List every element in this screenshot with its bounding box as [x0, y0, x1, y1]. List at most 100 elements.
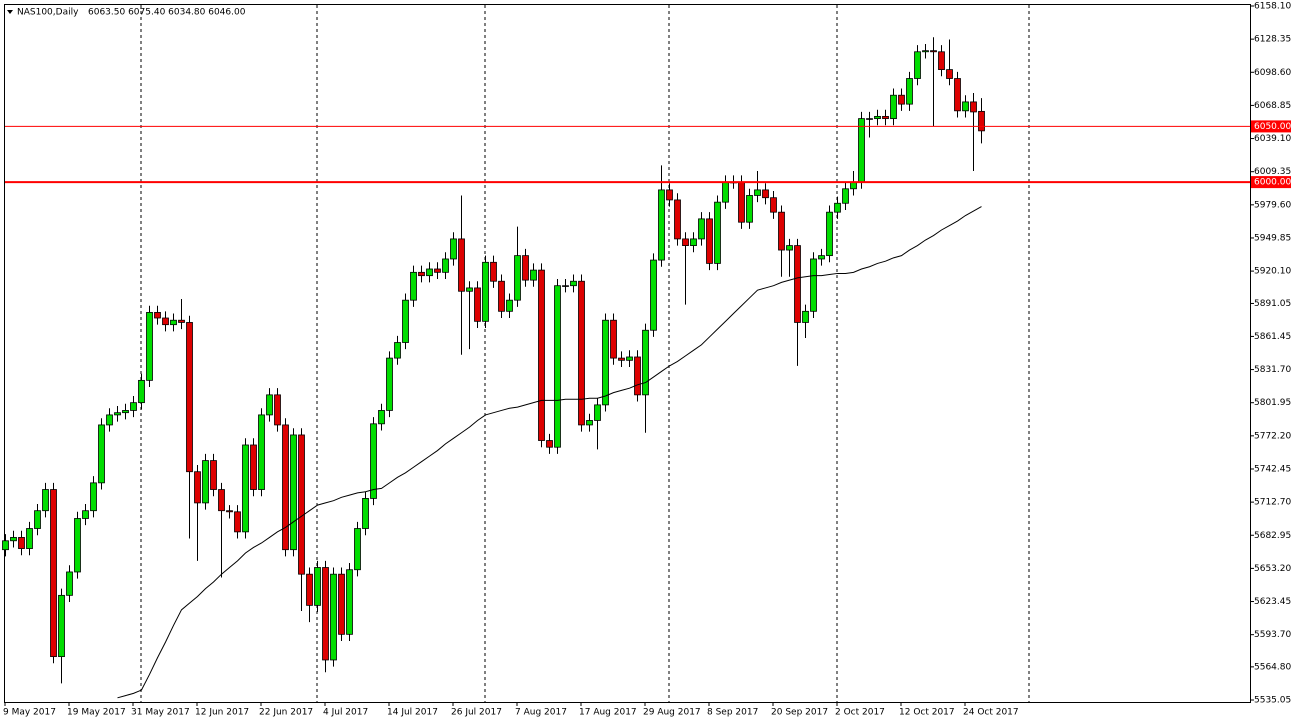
x-tick-label: 19 May 2017 [67, 708, 126, 718]
y-tick-label: 5861.45 [1254, 332, 1291, 342]
candle-body [914, 51, 921, 79]
candle-body [698, 218, 705, 240]
x-tick-label: 12 Jun 2017 [195, 708, 249, 718]
candle-body [218, 489, 225, 512]
candle-body [322, 567, 329, 661]
x-tick-label: 29 Aug 2017 [643, 708, 701, 718]
y-tick-label: 5831.70 [1254, 365, 1291, 375]
candle-body [178, 319, 185, 323]
candle-body [754, 189, 761, 196]
chart-title: NAS100,Daily [17, 8, 79, 18]
candle-body [938, 51, 945, 71]
candle-body [90, 482, 97, 512]
y-tick-label: 5979.60 [1254, 200, 1291, 210]
candle-body [26, 528, 33, 549]
candle-body [586, 420, 593, 426]
candle-body [738, 181, 745, 223]
x-tick-label: 4 Jul 2017 [323, 708, 368, 718]
candle-body [282, 424, 289, 551]
candle-body [594, 404, 601, 421]
y-tick-label: 5653.20 [1254, 564, 1291, 574]
candle-body [346, 569, 353, 635]
candle-body [266, 394, 273, 416]
candle-body [378, 410, 385, 425]
candle-body [714, 201, 721, 264]
candle-body [314, 567, 321, 606]
y-tick-label: 5772.20 [1254, 431, 1291, 441]
candle-body [810, 258, 817, 312]
x-tick-label: 7 Aug 2017 [515, 708, 567, 718]
x-tick-label: 24 Oct 2017 [963, 708, 1019, 718]
y-tick-label: 6158.10 [1254, 2, 1291, 12]
candle-body [130, 402, 137, 411]
y-tick-label: 5623.45 [1254, 597, 1291, 607]
y-tick-label: 6098.60 [1254, 68, 1291, 78]
y-tick-label: 5920.10 [1254, 267, 1291, 277]
x-tick-label: 22 Jun 2017 [259, 708, 313, 718]
candle-body [962, 101, 969, 112]
candle-body [410, 271, 417, 301]
candle-body [258, 414, 265, 490]
candle-body [58, 594, 65, 658]
candle-body [786, 245, 793, 251]
candle-body [602, 319, 609, 406]
y-tick-label: 6009.35 [1254, 167, 1291, 177]
candle-body [154, 312, 161, 319]
level-label-box [1251, 176, 1291, 189]
candle-body [98, 424, 105, 484]
candle-body [762, 189, 769, 199]
menu-arrow[interactable] [7, 10, 13, 14]
candle-body [290, 434, 297, 551]
candle-body [522, 255, 529, 281]
candle-body [42, 489, 49, 512]
candle-body [138, 379, 145, 404]
candle-body [338, 573, 345, 635]
candle-body [458, 238, 465, 292]
y-tick-label: 5949.85 [1254, 233, 1291, 243]
candle-body [426, 268, 433, 277]
candle-body [434, 268, 441, 273]
candle-body [874, 115, 881, 120]
y-tick-label: 5593.70 [1254, 630, 1291, 640]
candle-body [650, 259, 657, 331]
candle-body [298, 434, 305, 575]
plot-frame [4, 4, 1251, 703]
candle-body [66, 571, 73, 596]
candle-body [682, 238, 689, 246]
candle-body [818, 255, 825, 260]
candle-body [170, 319, 177, 326]
candle-body [554, 285, 561, 448]
candle-body [746, 195, 753, 223]
candle-body [234, 511, 241, 533]
x-tick-label: 17 Aug 2017 [579, 708, 637, 718]
candle-body [498, 280, 505, 312]
candle-body [442, 258, 449, 273]
candle-body [106, 414, 113, 426]
candle-body [930, 50, 937, 53]
candle-body [362, 498, 369, 529]
level-label-box [1251, 120, 1291, 133]
candles [2, 37, 985, 684]
candle-body [570, 280, 577, 287]
candle-body [826, 211, 833, 257]
candle-body [162, 317, 169, 326]
x-tick-label: 31 May 2017 [131, 708, 190, 718]
candle-body [906, 78, 913, 105]
y-tick-label: 5891.05 [1254, 299, 1291, 309]
candle-body [770, 197, 777, 213]
candle-body [666, 189, 673, 201]
period-separators [140, 5, 1030, 702]
candle-body [386, 357, 393, 411]
candle-body [882, 115, 889, 120]
candle-body [890, 94, 897, 120]
candle-body [546, 440, 553, 448]
moving-average [117, 206, 982, 699]
candle-body [82, 510, 89, 519]
candle-body [506, 299, 513, 312]
candle-body [306, 573, 313, 606]
candle-body [34, 510, 41, 529]
candle-body [834, 202, 841, 213]
candle-body [842, 188, 849, 204]
x-tick-label: 14 Jul 2017 [387, 708, 438, 718]
